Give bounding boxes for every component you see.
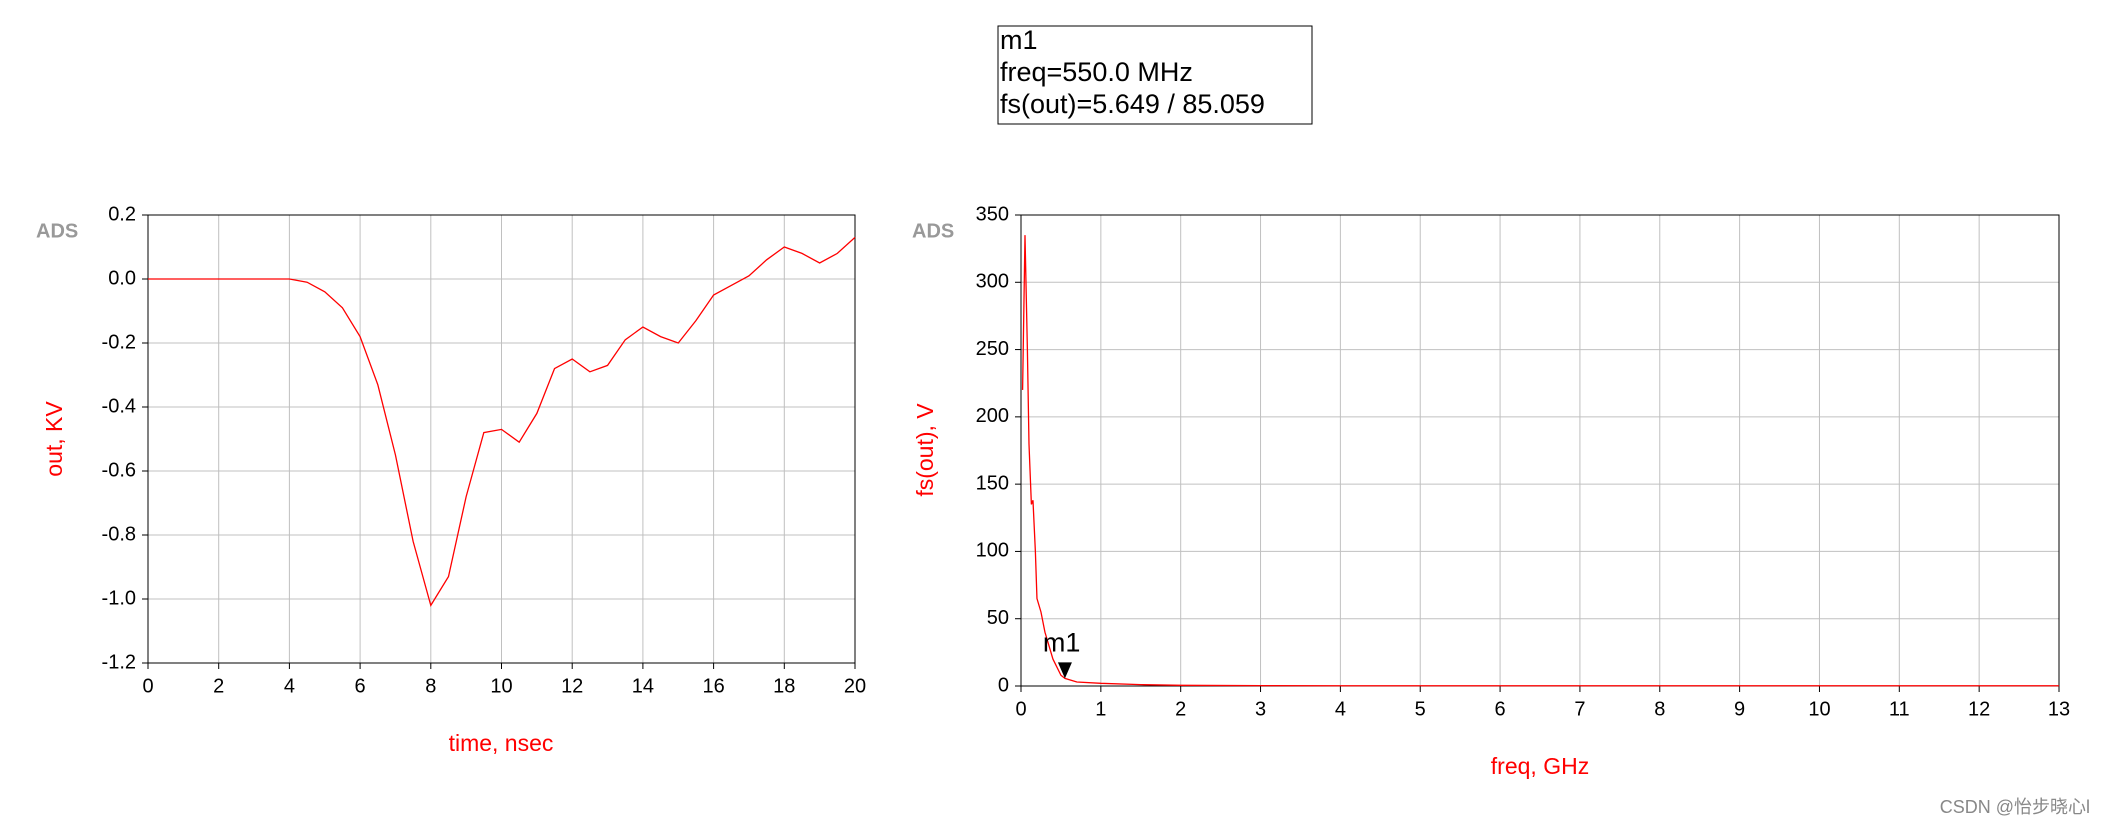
x-tick-label: 5 bbox=[1415, 698, 1426, 720]
line-trace bbox=[1021, 235, 2059, 687]
y-tick-label: 150 bbox=[976, 472, 1009, 494]
y-tick-label: 0 bbox=[998, 674, 1009, 696]
x-axis-label: freq, GHz bbox=[1491, 753, 1589, 779]
y-axis-label: out, KV bbox=[41, 401, 67, 477]
y-tick-label: 250 bbox=[976, 338, 1009, 360]
marker-box-line: fs(out)=5.649 / 85.059 bbox=[1000, 89, 1265, 119]
y-tick-label: 200 bbox=[976, 405, 1009, 427]
line-trace bbox=[148, 236, 856, 608]
chart: ADS -1.2 -1.0 -0.8 -0.6 -0.4 -0.2 0.0 0.2 0 2 4 6 8 10… bbox=[36, 203, 866, 756]
x-tick-label: 8 bbox=[425, 675, 436, 697]
x-tick-label: 3 bbox=[1255, 698, 1266, 720]
y-tick-label: 50 bbox=[987, 607, 1009, 629]
x-tick-label: 2 bbox=[1175, 698, 1186, 720]
x-tick-label: 0 bbox=[142, 675, 153, 697]
y-tick-label: -1.0 bbox=[102, 587, 136, 609]
x-tick-label: 12 bbox=[1968, 698, 1990, 720]
ads-label: ADS bbox=[36, 220, 78, 242]
y-tick-label: -0.4 bbox=[102, 395, 136, 417]
x-tick-label: 7 bbox=[1574, 698, 1585, 720]
x-tick-label: 16 bbox=[702, 675, 724, 697]
x-tick-label: 14 bbox=[632, 675, 654, 697]
ads-label: ADS bbox=[912, 220, 954, 242]
y-tick-label: -0.6 bbox=[102, 459, 136, 481]
y-tick-label: 100 bbox=[976, 540, 1009, 562]
y-tick-label: 0.0 bbox=[108, 267, 136, 289]
x-tick-label: 0 bbox=[1015, 698, 1026, 720]
marker-box-line: m1 bbox=[1000, 25, 1038, 55]
x-tick-label: 20 bbox=[844, 675, 866, 697]
plot-frame bbox=[1020, 214, 2060, 687]
x-tick-label: 12 bbox=[561, 675, 583, 697]
y-axis-label: fs(out), V bbox=[912, 403, 938, 497]
marker-name: m1 bbox=[1043, 628, 1081, 658]
x-tick-label: 4 bbox=[284, 675, 295, 697]
x-tick-label: 8 bbox=[1654, 698, 1665, 720]
x-tick-label: 9 bbox=[1734, 698, 1745, 720]
marker-box bbox=[997, 25, 1313, 125]
watermark: CSDN @怡步晓心l bbox=[1940, 797, 2090, 817]
x-tick-label: 11 bbox=[1889, 698, 1910, 720]
y-tick-label: -0.2 bbox=[102, 331, 136, 353]
x-tick-label: 6 bbox=[1495, 698, 1506, 720]
x-tick-label: 6 bbox=[355, 675, 366, 697]
x-tick-label: 10 bbox=[1808, 698, 1830, 720]
marker-box-line: freq=550.0 MHz bbox=[1000, 57, 1193, 87]
x-tick-label: 13 bbox=[2048, 698, 2070, 720]
marker-symbol bbox=[1057, 662, 1072, 679]
y-tick-label: -0.8 bbox=[102, 523, 136, 545]
x-tick-label: 2 bbox=[213, 675, 224, 697]
x-tick-label: 4 bbox=[1335, 698, 1346, 720]
x-axis-label: time, nsec bbox=[449, 730, 554, 756]
x-tick-label: 10 bbox=[490, 675, 512, 697]
y-tick-label: 300 bbox=[976, 271, 1009, 293]
x-tick-label: 1 bbox=[1095, 698, 1106, 720]
y-tick-label: -1.2 bbox=[102, 651, 136, 673]
y-tick-label: 350 bbox=[976, 203, 1009, 225]
x-tick-label: 18 bbox=[773, 675, 795, 697]
y-tick-label: 0.2 bbox=[108, 203, 136, 225]
plot-frame bbox=[147, 214, 856, 664]
